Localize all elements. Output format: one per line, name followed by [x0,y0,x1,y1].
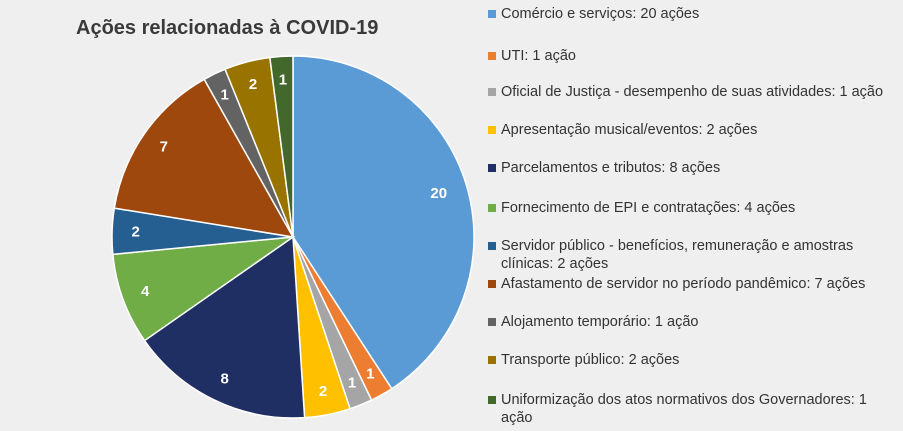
legend-swatch [488,318,496,326]
legend-swatch [488,88,496,96]
legend-item: UTI: 1 ação [488,47,898,65]
pie-slice-label-7: 2 [131,223,139,240]
legend-label: Uniformização dos atos normativos dos Go… [501,392,867,426]
pie-slice-label-10: 2 [249,76,257,93]
pie-slice-label-8: 7 [160,138,168,155]
legend-swatch [488,356,496,364]
legend-swatch [488,52,496,60]
legend-swatch [488,204,496,212]
pie-slice-6 [112,235,296,342]
pie-slice-label-11: 1 [279,71,287,88]
legend-swatch [488,126,496,134]
legend-item: Alojamento temporário: 1 ação [488,313,898,331]
legend-swatch [488,280,496,288]
pie-slice-label-4: 2 [319,383,327,400]
legend-item: Fornecimento de EPI e contratações: 4 aç… [488,199,898,217]
chart-title: Ações relacionadas à COVID-19 [76,17,379,39]
pie-slice-label-5: 8 [221,370,229,387]
legend-label: Afastamento de servidor no período pandê… [501,276,866,292]
legend-item: Servidor público - benefícios, remuneraç… [488,237,898,273]
legend-label: Apresentação musical/eventos: 2 ações [501,122,758,138]
pie-slice-label-2: 1 [366,366,374,383]
pie-slice-5 [143,235,306,419]
legend-item: Comércio e serviços: 20 ações [488,5,898,23]
legend-swatch [488,242,496,250]
legend-item: Apresentação musical/eventos: 2 ações [488,121,898,139]
legend-label: Fornecimento de EPI e contratações: 4 aç… [501,200,796,216]
legend-swatch [488,10,496,18]
legend-swatch [488,396,496,404]
pie-slice-label-1: 20 [430,185,447,202]
legend-label: Transporte público: 2 ações [501,352,680,368]
legend-item: Parcelamentos e tributos: 8 ações [488,159,898,177]
legend-label: Parcelamentos e tributos: 8 ações [501,160,721,176]
legend-item: Afastamento de servidor no período pandê… [488,275,898,293]
legend-item: Uniformização dos atos normativos dos Go… [488,391,898,427]
legend-label: UTI: 1 ação [501,48,576,64]
legend-item: Transporte público: 2 ações [488,351,898,369]
pie-slice-label-6: 4 [141,283,150,300]
pie-slice-label-3: 1 [348,374,356,391]
legend-swatch [488,164,496,172]
pie-slice-8 [113,78,295,238]
legend-label: Comércio e serviços: 20 ações [501,6,700,22]
legend-label: Alojamento temporário: 1 ação [501,314,699,330]
legend-label: Oficial de Justiça - desempenho de suas … [501,84,884,100]
pie-slice-11 [269,55,294,238]
legend-item: Oficial de Justiça - desempenho de suas … [488,83,898,101]
legend-label: Servidor público - benefícios, remuneraç… [501,238,854,272]
pie-slice-label-9: 1 [221,87,229,104]
